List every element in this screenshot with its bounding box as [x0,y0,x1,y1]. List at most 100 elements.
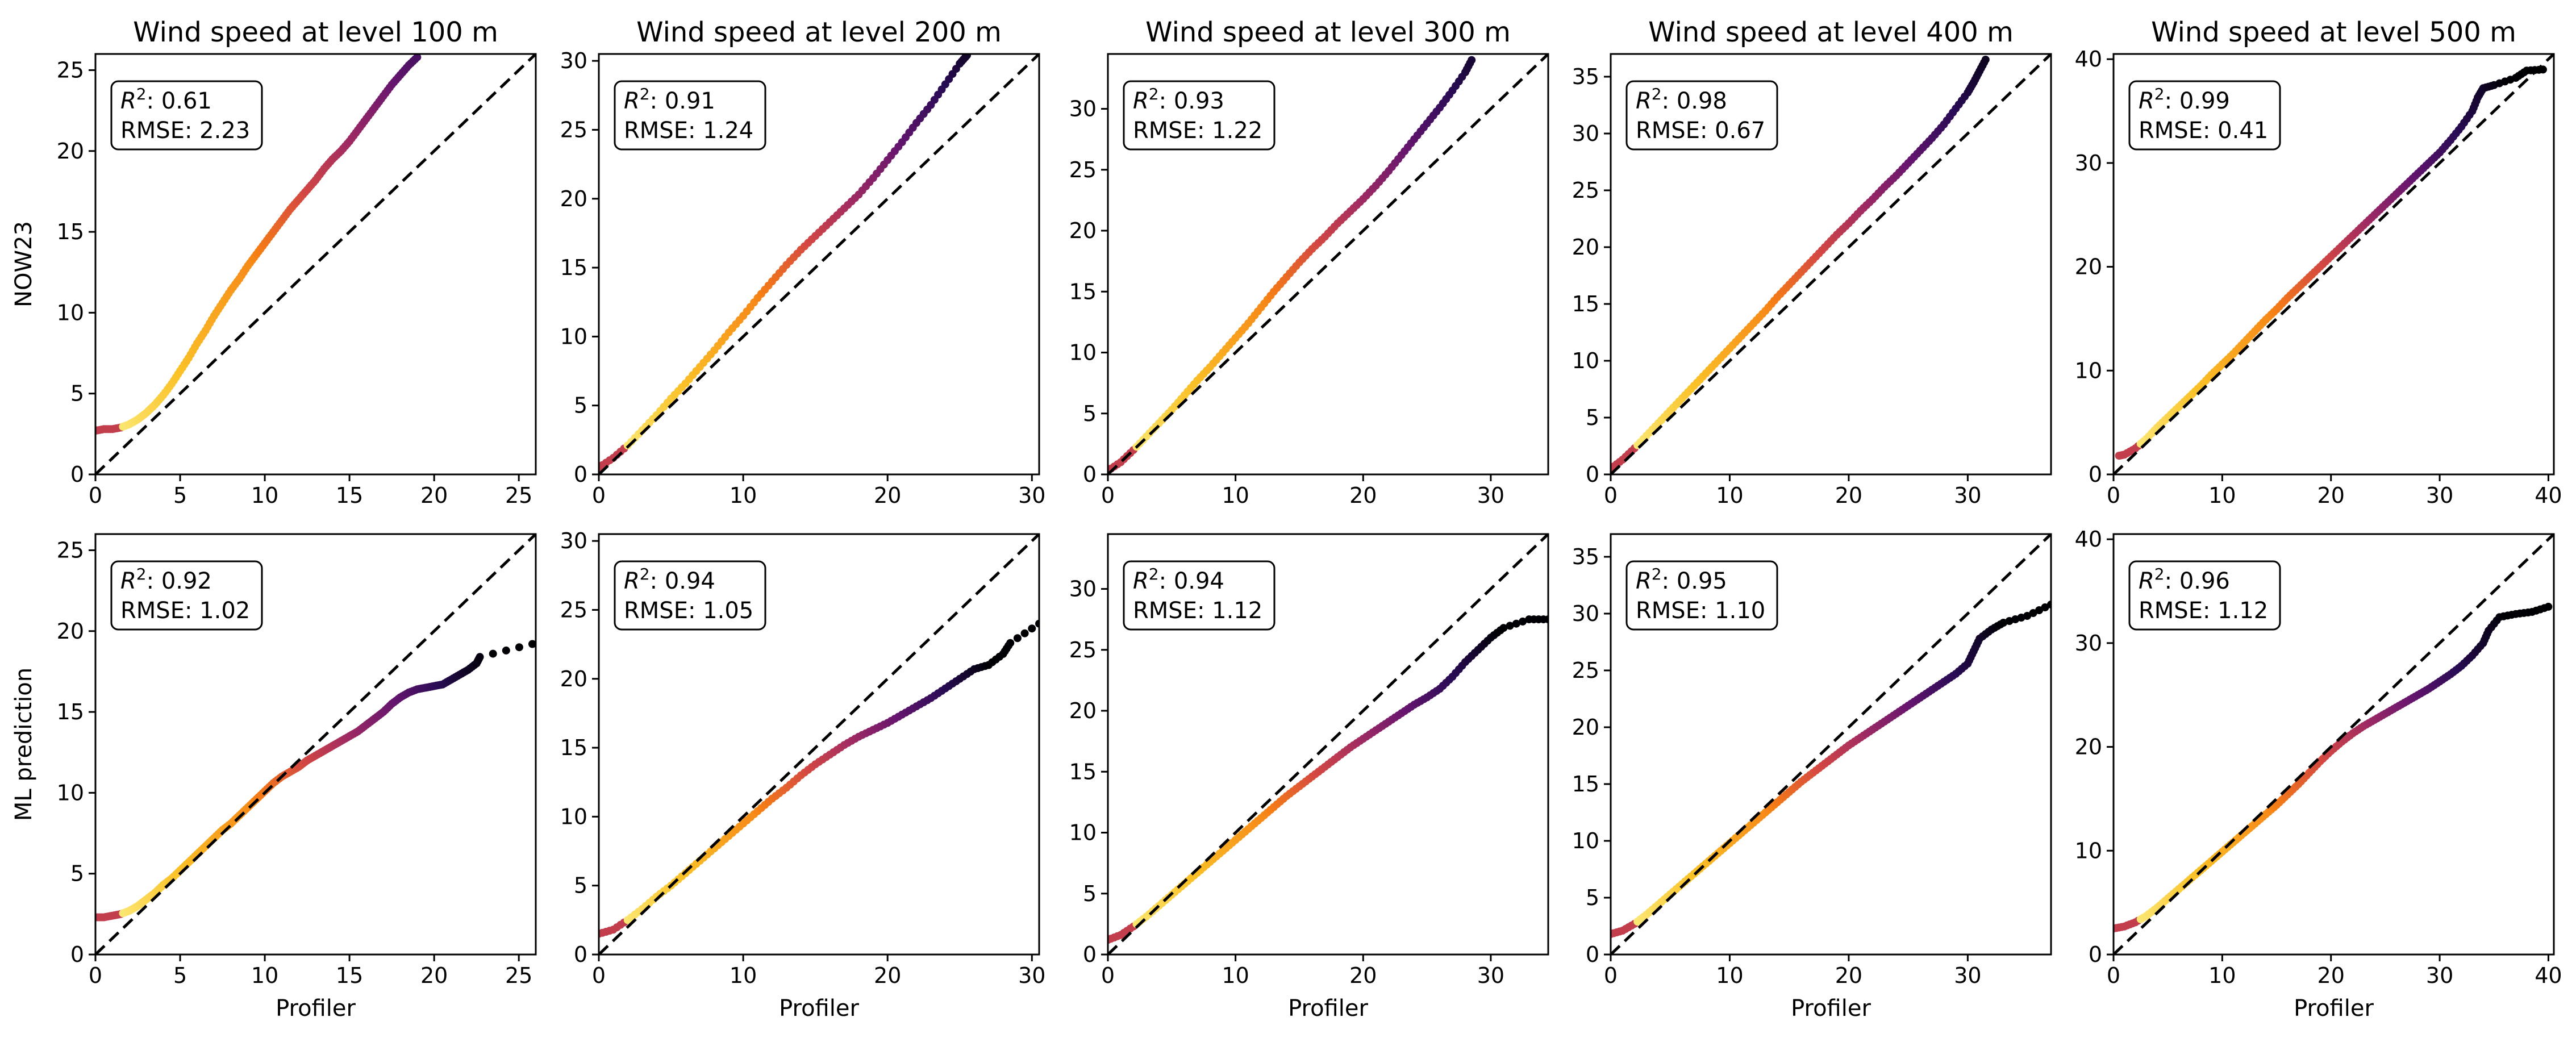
axes-frame [94,53,537,476]
y-tick-label: 30 [560,528,587,553]
axes-frame [1107,533,1549,956]
x-tick-label: 0 [89,483,102,508]
y-tick-label: 10 [1572,828,1599,853]
rmse-text: RMSE: 1.24 [624,118,753,144]
y-tick-label: 10 [1069,820,1097,845]
y-tick-label: 20 [560,666,587,691]
x-tick-label: 30 [1477,483,1504,508]
y-tick-label: 10 [1069,340,1097,365]
x-axis-label: Profiler [2294,995,2374,1022]
data-point [1020,629,1029,637]
x-tick-label: 0 [1101,963,1115,988]
data-point [1544,615,1548,624]
data-point [1013,634,1022,643]
rmse-text: RMSE: 1.02 [120,598,250,624]
y-tick-label: 15 [1069,279,1097,304]
y-tick-label: 10 [560,804,587,829]
data-point [2035,606,2044,614]
x-tick-label: 0 [592,483,606,508]
y-tick-label: 5 [574,873,587,898]
x-tick-label: 15 [336,483,363,508]
y-tick-label: 10 [2075,838,2102,863]
rmse-text: RMSE: 1.12 [2139,598,2268,624]
y-tick-label: 5 [70,381,84,406]
y-tick-label: 15 [560,735,587,760]
axes-frame [1107,53,1549,476]
x-tick-label: 15 [336,963,363,988]
subplot-title: Wind speed at level 400 m [1648,16,2014,48]
stats-box [614,560,766,631]
data-point [528,640,536,648]
x-tick-label: 0 [1604,963,1618,988]
r2-text: R2: 0.96 [2139,565,2230,594]
scatter-points [599,619,1039,938]
y-tick-label: 20 [1572,235,1599,260]
x-tick-label: 5 [173,963,187,988]
identity-line [95,534,536,955]
y-tick-label: 20 [560,186,587,211]
x-tick-label: 20 [420,483,448,508]
data-point [476,653,484,661]
data-point [1035,619,1039,628]
identity-line [1108,54,1548,474]
x-tick-label: 10 [1222,483,1249,508]
identity-line [2114,54,2554,474]
data-point [413,54,422,61]
r2-text: R2: 0.99 [2139,85,2230,114]
data-point [1519,617,1527,626]
x-tick-label: 0 [2107,963,2120,988]
axes-frame [598,533,1040,956]
y-axis-label: NOW23 [11,221,37,307]
y-tick-label: 15 [1572,772,1599,797]
y-tick-label: 30 [1069,97,1097,122]
y-tick-label: 20 [1572,715,1599,740]
stats-box [2128,80,2281,151]
stats-box [1625,560,1778,631]
y-tick-label: 20 [57,619,84,644]
axes-frame [2112,533,2555,956]
y-axis-label: ML prediction [11,668,37,821]
identity-line [1611,534,2051,955]
y-tick-label: 0 [70,462,84,487]
y-tick-label: 40 [2075,47,2102,72]
y-tick-label: 0 [2089,942,2102,967]
x-tick-label: 20 [874,483,901,508]
y-tick-label: 5 [1083,401,1097,426]
y-tick-label: 0 [2089,462,2102,487]
scatter-points [1108,56,1476,474]
y-tick-label: 15 [57,699,84,724]
x-tick-label: 20 [1835,963,1862,988]
r2-text: R2: 0.61 [120,85,212,114]
y-tick-label: 5 [1586,885,1599,910]
rmse-text: RMSE: 0.41 [2139,118,2268,144]
y-tick-label: 35 [1572,544,1599,569]
x-tick-label: 20 [420,963,448,988]
rmse-text: RMSE: 1.10 [1636,598,1765,624]
rmse-text: RMSE: 0.67 [1636,118,1765,144]
y-tick-label: 0 [574,462,587,487]
x-tick-label: 10 [1716,483,1743,508]
y-tick-label: 15 [57,219,84,244]
axes-frame [598,53,1040,476]
identity-line [95,54,536,474]
x-tick-label: 0 [1101,483,1115,508]
y-tick-label: 10 [57,300,84,325]
data-point [1981,56,1990,64]
y-tick-label: 25 [57,537,84,562]
r2-text: R2: 0.92 [120,565,212,594]
identity-line [599,54,1039,474]
y-tick-label: 25 [1069,157,1097,182]
data-point [1512,619,1520,628]
axes-frame [94,533,537,956]
x-tick-label: 10 [251,963,278,988]
y-tick-label: 15 [1069,759,1097,784]
axes-frame [1610,53,2052,476]
data-point [2023,612,2032,620]
y-tick-label: 5 [574,393,587,418]
data-point [963,54,971,60]
r2-text: R2: 0.98 [1636,85,1727,114]
y-tick-label: 0 [574,942,587,967]
data-point [1506,622,1514,630]
identity-line [1611,54,2051,474]
